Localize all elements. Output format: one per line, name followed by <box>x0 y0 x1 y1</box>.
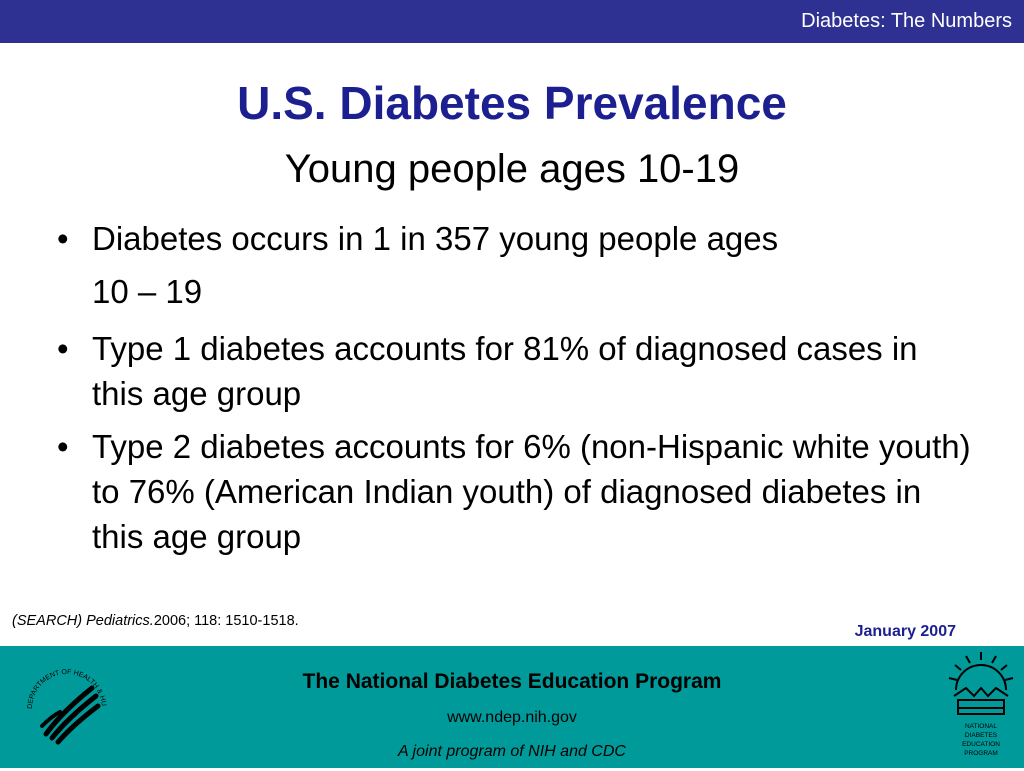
bullet-item-2: Type 1 diabetes accounts for 81% of diag… <box>52 326 972 416</box>
ndep-sun-icon <box>948 652 1014 715</box>
slide-title: U.S. Diabetes Prevalence <box>237 77 787 129</box>
bullet-1-line-1: Diabetes occurs in 1 in 357 young people… <box>92 220 779 257</box>
header-bar: Diabetes: The Numbers <box>0 0 1024 43</box>
bullet-2-text: Type 1 diabetes accounts for 81% of diag… <box>92 330 918 412</box>
header-title: Diabetes: The Numbers <box>801 10 1012 32</box>
bullet-list: Diabetes occurs in 1 in 357 young people… <box>52 212 972 567</box>
ndep-logo-line-1: NATIONAL <box>965 723 997 730</box>
footer-url[interactable]: www.ndep.nih.gov <box>447 709 577 726</box>
slide-date: January 2007 <box>854 623 956 640</box>
hhs-seal-icon: DEPARTMENT OF HEALTH & HUMAN SERVICES · … <box>9 649 122 764</box>
citation: (SEARCH) Pediatrics.2006; 118: 1510-1518… <box>12 613 299 629</box>
footer-joint-text: A joint program of NIH and CDC <box>398 743 626 760</box>
ndep-logo-line-3: EDUCATION <box>962 741 1000 748</box>
ndep-logo-line-4: PROGRAM <box>964 750 998 757</box>
footer-org: The National Diabetes Education Program <box>302 670 722 693</box>
ndep-logo-icon: NATIONAL DIABETES EDUCATION PROGRAM <box>944 648 1018 766</box>
bullet-item-3: Type 2 diabetes accounts for 6% (non-His… <box>52 424 972 559</box>
footer-band: DEPARTMENT OF HEALTH & HUMAN SERVICES · … <box>0 646 1024 768</box>
bullet-1-line-2: 10 – 19 <box>92 273 203 310</box>
bullet-item-1: Diabetes occurs in 1 in 357 young people… <box>52 212 972 318</box>
bullet-3-text: Type 2 diabetes accounts for 6% (non-His… <box>92 428 971 555</box>
citation-details: 2006; 118: 1510-1518. <box>153 613 299 629</box>
hhs-eagle-icon <box>40 685 101 745</box>
citation-journal: (SEARCH) Pediatrics. <box>12 613 154 629</box>
ndep-logo-line-2: DIABETES <box>965 732 998 739</box>
slide-subtitle: Young people ages 10-19 <box>284 147 740 191</box>
